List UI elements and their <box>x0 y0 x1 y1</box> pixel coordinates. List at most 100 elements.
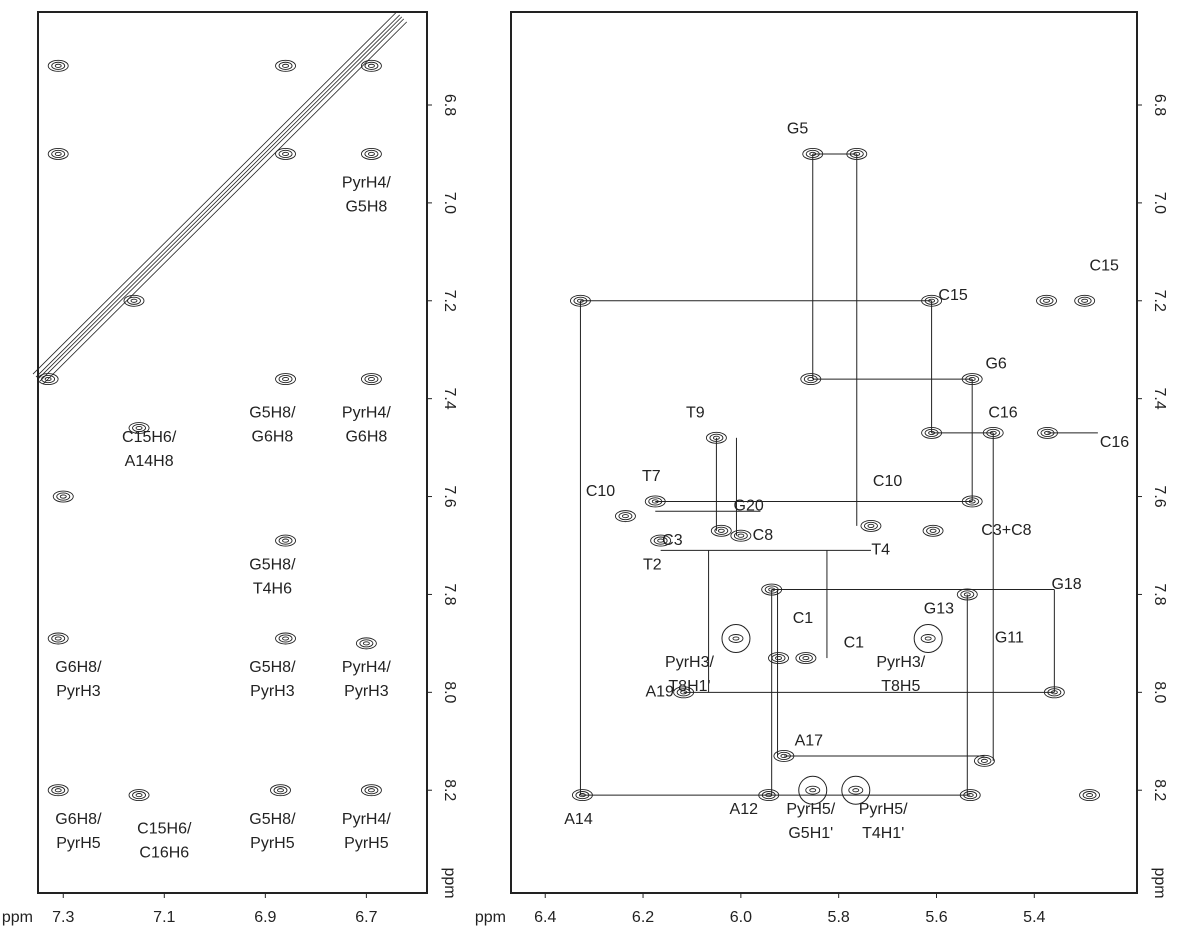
x-tick-label: 5.6 <box>925 909 947 926</box>
contour <box>980 758 988 763</box>
peak-label: C15 <box>1090 258 1119 275</box>
cross-peak <box>795 652 817 665</box>
circle-outline <box>841 775 871 805</box>
peak-label: G6H8/ <box>55 811 102 828</box>
contour <box>367 377 375 382</box>
contour <box>982 426 1004 439</box>
contour <box>805 785 821 795</box>
contour <box>653 536 668 545</box>
x-tick-label: 6.0 <box>730 909 752 926</box>
diagonal <box>32 11 398 375</box>
contour <box>805 149 820 158</box>
contour <box>273 786 288 795</box>
contour <box>961 495 983 508</box>
cross-peak <box>973 754 995 767</box>
contour <box>569 294 591 307</box>
peak-label: T2 <box>643 556 662 573</box>
peak-label: G11 <box>995 630 1024 647</box>
contour <box>277 788 284 793</box>
peak-label: G6H8 <box>252 429 294 446</box>
peak-label: C15 <box>938 287 967 304</box>
contour <box>849 149 864 158</box>
contour <box>673 686 695 699</box>
peak-label: A12 <box>730 801 759 818</box>
contour <box>355 637 377 650</box>
contour <box>127 296 141 305</box>
contour <box>852 788 860 793</box>
cross-peak <box>922 524 944 537</box>
contour <box>802 656 810 661</box>
contour <box>1037 426 1058 439</box>
contour <box>367 788 375 793</box>
cross-peak <box>800 373 822 386</box>
contour <box>575 791 590 800</box>
cross-peak <box>1074 294 1096 307</box>
circle-outline <box>721 623 751 653</box>
peak-label: T9 <box>686 405 705 422</box>
contour <box>846 147 868 160</box>
contour <box>573 296 588 305</box>
contour <box>128 422 150 434</box>
contour <box>963 592 971 597</box>
peak-label: C15H6/ <box>137 821 192 838</box>
peak-label: PyrH5/ <box>859 801 908 818</box>
diagonal <box>39 18 405 382</box>
contour <box>768 587 776 592</box>
contour <box>1082 791 1097 800</box>
peak-label: A14 <box>564 811 593 828</box>
y-tick-label: 8.0 <box>441 681 458 703</box>
contour <box>367 63 375 68</box>
cross-peak <box>275 59 296 72</box>
peak-label: PyrH3/ <box>876 654 925 671</box>
contour <box>965 497 980 506</box>
contour <box>54 636 62 641</box>
cross-peak <box>673 686 695 699</box>
cross-peak <box>571 789 593 802</box>
peak-label: C16 <box>988 405 1017 422</box>
diagonal <box>37 16 403 380</box>
contour <box>928 430 936 435</box>
cross-peak <box>52 490 74 503</box>
peak-label: T8H5 <box>881 678 920 695</box>
contour <box>275 534 296 547</box>
contour <box>717 528 725 533</box>
x-tick-label: 5.8 <box>828 909 850 926</box>
contour <box>1040 428 1055 437</box>
contour <box>52 490 74 503</box>
contour <box>56 492 71 501</box>
contour <box>924 428 939 437</box>
peak-label: PyrH4/ <box>342 175 391 192</box>
cross-peak <box>360 373 382 386</box>
peak-label: C3 <box>662 532 683 549</box>
contour <box>761 583 783 596</box>
contour <box>278 149 293 158</box>
cross-peak <box>921 294 943 307</box>
contour <box>960 590 975 599</box>
contour <box>922 524 944 537</box>
cross-peak <box>123 294 145 307</box>
contour <box>929 528 937 533</box>
peak-label: G5H8/ <box>249 811 296 828</box>
contour <box>780 753 788 759</box>
cross-peak <box>730 529 752 542</box>
contour <box>54 788 62 793</box>
peak-label: G5H1' <box>788 825 833 842</box>
contour <box>123 294 145 307</box>
peak-label: G5H8/ <box>249 659 296 676</box>
contour <box>773 750 795 762</box>
peak-label: PyrH5/ <box>786 801 835 818</box>
peak-label: G5H8/ <box>249 405 296 422</box>
contour <box>54 151 62 156</box>
contour <box>1074 294 1096 307</box>
contour <box>732 636 740 641</box>
y-tick-label: 7.8 <box>1151 583 1168 605</box>
x-tick-label: 6.7 <box>355 909 377 926</box>
peak-label: T4 <box>871 542 890 559</box>
contour <box>270 784 291 797</box>
peak-label: G6H8 <box>345 429 387 446</box>
contour <box>973 754 995 767</box>
contour <box>275 147 296 160</box>
plot-frame <box>510 11 1138 894</box>
contour <box>37 373 59 386</box>
